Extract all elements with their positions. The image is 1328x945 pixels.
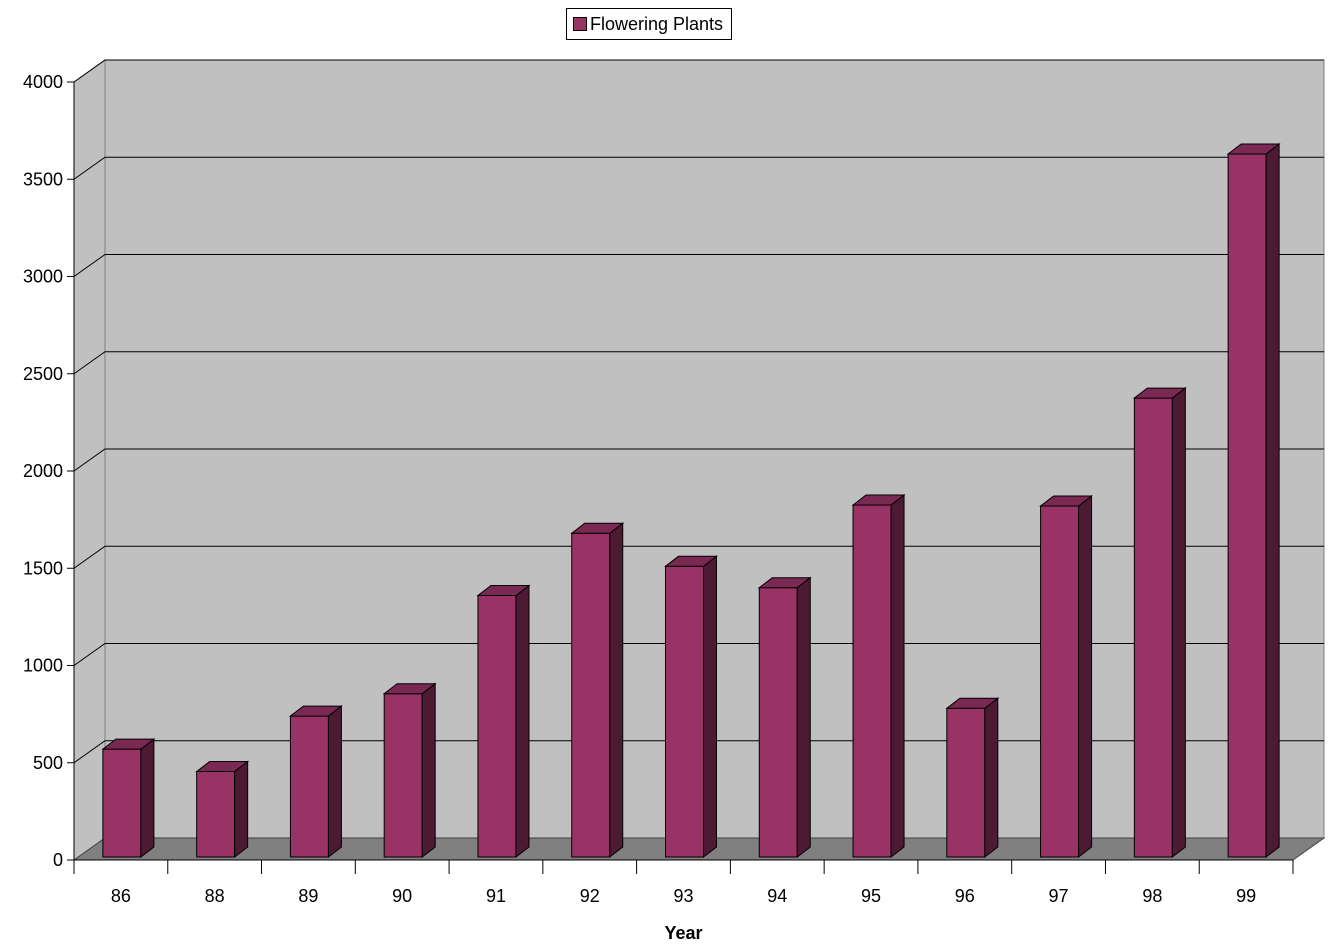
bar-side xyxy=(327,705,342,859)
x-tick-label: 98 xyxy=(1142,886,1162,906)
legend-label: Flowering Plants xyxy=(590,13,724,34)
y-tick-label: 3000 xyxy=(23,267,63,287)
y-tick-label: 1000 xyxy=(23,656,63,676)
bar-top xyxy=(570,522,625,534)
bar-top xyxy=(1226,143,1281,155)
bar-side xyxy=(421,682,436,859)
y-tick-label: 1500 xyxy=(23,558,63,578)
bar-top xyxy=(757,577,812,589)
y-tick-label: 2500 xyxy=(23,364,63,384)
x-tick-label: 91 xyxy=(486,886,506,906)
bar-side xyxy=(703,555,717,859)
bar xyxy=(946,707,986,858)
bar-side xyxy=(1171,387,1186,859)
x-tick-label: 88 xyxy=(205,886,225,906)
bar xyxy=(758,587,798,858)
y-tick-label: 3500 xyxy=(23,169,63,189)
bar-top xyxy=(476,584,531,596)
gridline xyxy=(73,545,1324,569)
x-tick-label: 92 xyxy=(580,886,600,906)
y-tick-label: 0 xyxy=(53,850,63,870)
bar xyxy=(1227,153,1267,858)
x-tick-label: 89 xyxy=(298,886,318,906)
bar-side xyxy=(609,522,624,859)
bar-side xyxy=(984,697,999,859)
bar-top xyxy=(382,683,437,695)
gridline xyxy=(73,448,1324,472)
bar-top xyxy=(945,697,1000,709)
gridline xyxy=(73,156,1324,180)
bar-side xyxy=(1265,142,1280,859)
x-tick-label: 99 xyxy=(1236,886,1256,906)
bar-top xyxy=(1039,495,1094,507)
gridline xyxy=(73,643,1324,666)
legend: Flowering Plants xyxy=(566,8,733,40)
y-tick-label: 4000 xyxy=(23,72,63,92)
bar-side xyxy=(234,760,249,859)
y-tick-label: 500 xyxy=(33,753,63,773)
bar xyxy=(852,504,892,858)
bar xyxy=(665,565,704,858)
bar xyxy=(477,594,517,858)
bar xyxy=(196,771,236,858)
x-tick-label: 86 xyxy=(111,886,131,906)
bar-top xyxy=(664,555,718,567)
bar xyxy=(1040,505,1080,858)
bar-top xyxy=(851,494,906,506)
y-tick-label: 2000 xyxy=(23,461,63,481)
bar-top xyxy=(288,705,343,717)
bar xyxy=(289,715,329,858)
x-tick-label: 94 xyxy=(767,886,787,906)
x-axis-title: Year xyxy=(664,923,702,943)
bar xyxy=(383,693,423,858)
gridline xyxy=(73,351,1324,375)
bar-side xyxy=(515,584,530,859)
bar-side xyxy=(1078,494,1093,859)
x-tick-label: 95 xyxy=(861,886,881,906)
bar xyxy=(1133,397,1173,858)
gridline xyxy=(73,254,1324,277)
bar-top xyxy=(101,738,156,750)
gridline xyxy=(73,59,1324,83)
bar-side xyxy=(140,738,155,859)
x-tick-label: 96 xyxy=(955,886,975,906)
bar xyxy=(571,532,611,858)
x-tick-label: 97 xyxy=(1049,886,1069,906)
bar-top xyxy=(195,761,250,773)
x-tick-label: 90 xyxy=(392,886,412,906)
bar-side xyxy=(890,494,905,859)
bar-side xyxy=(796,576,811,859)
bar xyxy=(102,748,142,858)
gridline xyxy=(73,740,1324,764)
bar-top xyxy=(1132,387,1187,399)
legend-swatch xyxy=(573,17,587,31)
x-tick-label: 93 xyxy=(673,886,693,906)
